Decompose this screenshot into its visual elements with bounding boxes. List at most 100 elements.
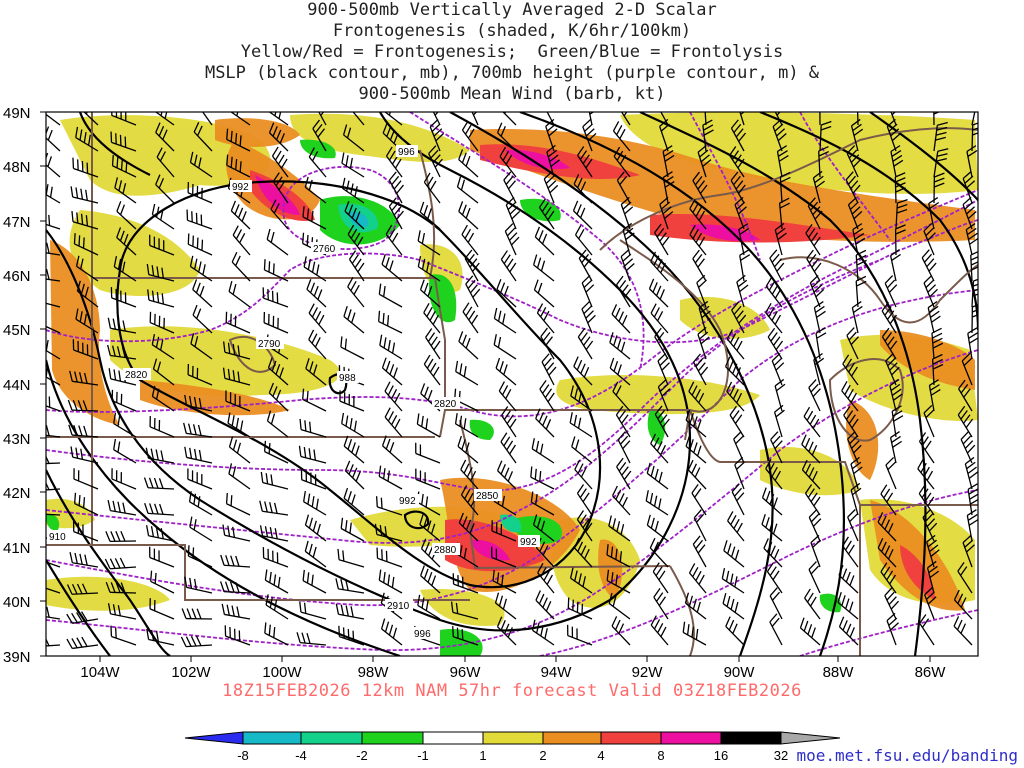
wind-barb-flag [842,568,848,579]
wind-barb-flag [496,122,503,133]
wind-barb-flag [857,100,867,104]
wind-barb-flag [774,222,785,231]
wind-barb-flag [649,537,656,549]
wind-barb-flag [772,523,778,535]
wind-barb-flag [614,307,621,319]
wind-barb-flag [544,388,553,398]
wind-barb-flag [650,251,657,262]
wind-barb-flag [509,262,517,273]
wind-barb-flag [689,413,694,424]
wind-barb-flag [926,518,936,527]
wind-barb-shaft [187,192,213,204]
wind-barb-shaft [46,587,61,594]
wind-barb-flag [351,99,356,108]
colorbar: -8 -4 -2 -1 1 2 4 8 16 32 [184,731,841,763]
wind-barb-flag [225,555,230,566]
wind-barb-flag [431,98,438,106]
wind-barb-flag [306,234,309,246]
lon-label: 88W [823,664,855,681]
wind-barb-flag [192,304,198,316]
wind-barb-flag [880,515,887,527]
wind-barb-flag [501,574,504,586]
wind-barb-flag [189,395,193,407]
wind-barb-flag [493,307,498,319]
wind-barb-flag [389,129,395,141]
wind-barb-shaft [608,602,631,620]
wind-barb-flag [965,418,974,429]
wind-barb-flag [808,561,817,570]
wind-barb-flag [183,422,187,434]
wind-barb-shaft [533,264,555,282]
wind-barb-flag [344,200,350,212]
wind-barb-shaft [804,493,821,516]
wind-barb-flag [275,176,283,187]
wind-barb-shaft [300,428,327,438]
wind-barb-flag [733,175,741,186]
wind-barb-flag [226,154,229,166]
wind-barb-flag [848,196,857,206]
wind-barb-flag [585,522,593,533]
wind-barb-flag [921,436,929,446]
wind-barb-flag [271,360,277,372]
wind-barb-flag [78,372,83,383]
wind-barb-flag [612,485,618,496]
wind-barb-flag [845,571,851,583]
wind-barb-flag [384,112,387,113]
latitude-axis [40,111,46,657]
wind-barb-flag [308,147,315,158]
wind-barb-flag [311,210,314,222]
wind-barb-flag [231,251,238,263]
wind-barb-flag [269,571,272,583]
wind-barb-flag [341,412,345,424]
wind-barb-flag [309,282,316,293]
wind-barb-flag [269,502,273,513]
wind-barb-flag [77,400,83,411]
wind-barb-flag [889,362,898,371]
height-label: 2850 [476,491,499,502]
wind-barb-flag [887,461,896,471]
wind-barb-flag [315,498,319,510]
wind-barb-flag [772,435,781,445]
wind-barb-flag [314,337,321,348]
wind-barb-flag [812,539,822,548]
wind-barb-flag [850,336,859,345]
wind-barb-flag [202,264,206,275]
wind-barb-flag [507,471,514,482]
wind-barb-flag [685,409,691,421]
wind-barb-flag [423,303,430,314]
wind-barb-flag [155,336,160,348]
wind-barb-shaft [495,367,517,386]
wind-barb-flag [774,123,784,132]
wind-barb-flag [923,466,930,477]
wind-barb-flag [850,154,860,163]
wind-barb-flag [810,232,819,242]
wind-barb-flag [232,344,236,355]
wind-barb-flag [660,262,667,274]
wind-barb-flag [42,337,44,348]
wind-barb-shaft [432,112,441,126]
colorbar-label: 1 [479,748,486,763]
wind-barb-shaft [341,423,365,438]
wind-barb-flag [770,545,776,556]
wind-barb-flag [705,99,715,104]
wind-barb-flag [616,125,623,136]
wind-barb-flag [388,150,396,161]
wind-barb-flag [42,182,44,193]
wind-barb-flag [531,438,535,449]
wind-barb-flag [813,352,823,361]
wind-barb-flag [264,569,268,581]
wind-barb-flag [892,154,903,162]
source-url[interactable]: moe.met.fsu.edu/banding [796,746,1018,765]
wind-barb-flag [116,157,119,168]
wind-barb-flag [116,227,122,238]
wind-barb-flag [542,415,548,426]
wind-barb-shaft [46,325,61,334]
wind-barb-shaft [263,557,289,568]
wind-barb-flag [122,502,126,514]
wind-barb-shaft [149,556,175,568]
wind-barb-flag [158,177,165,189]
wind-barb-flag [660,444,667,456]
wind-barb-flag [813,496,821,507]
wind-barb-flag [541,353,550,363]
wind-barb-flag [886,570,894,581]
